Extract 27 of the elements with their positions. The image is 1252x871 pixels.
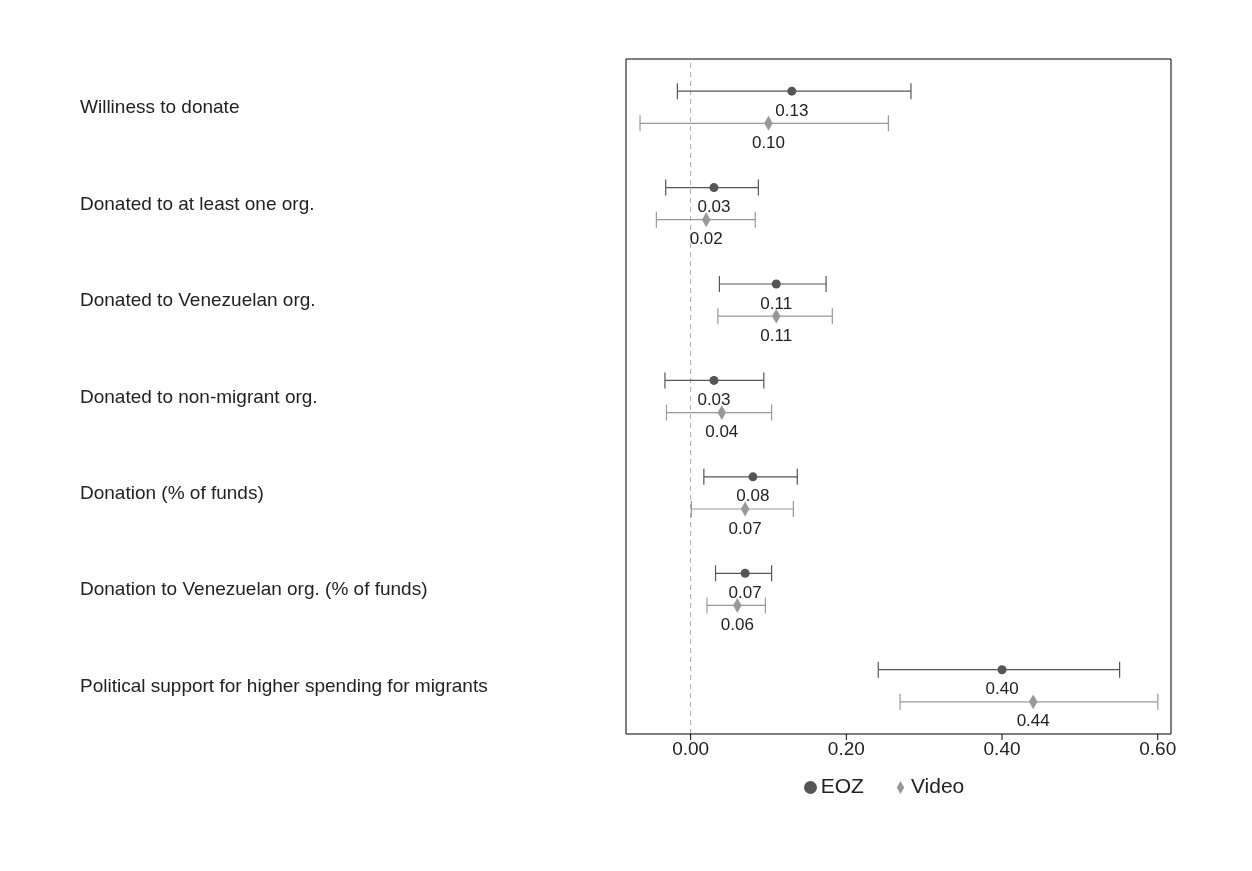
y-tick-label: Political support for higher spending for migrants xyxy=(80,674,488,696)
data-label: 0.44 xyxy=(1016,711,1050,731)
y-tick-label: Donation to Venezuelan org. (% of funds) xyxy=(80,578,428,600)
data-label: 0.04 xyxy=(705,422,739,442)
x-tick-label: 0.60 xyxy=(1139,738,1177,760)
data-label: 0.02 xyxy=(689,229,723,249)
data-label: 0.07 xyxy=(728,518,762,538)
y-tick-label: Williness to donate xyxy=(80,96,240,118)
x-tick-label: 0.00 xyxy=(672,738,710,760)
data-label: 0.11 xyxy=(760,325,793,345)
data-label: 0.11 xyxy=(760,293,793,313)
data-label: 0.03 xyxy=(697,197,731,217)
data-label: 0.03 xyxy=(697,390,731,410)
data-label: 0.10 xyxy=(751,132,786,152)
y-tick-label: Donated to non-migrant org. xyxy=(80,385,318,407)
legend-label: EOZ xyxy=(820,774,864,797)
legend-label: Video xyxy=(910,774,965,797)
y-tick-label: Donation (% of funds) xyxy=(80,481,264,503)
data-label: 0.06 xyxy=(720,615,754,635)
data-label: 0.13 xyxy=(775,100,809,120)
data-label: 0.08 xyxy=(736,486,770,506)
y-tick-label: Donated to Venezuelan org. xyxy=(80,289,316,311)
data-label: 0.40 xyxy=(985,679,1019,699)
x-tick-label: 0.20 xyxy=(827,738,865,760)
y-tick-label: Donated to at least one org. xyxy=(80,192,315,214)
data-label: 0.07 xyxy=(728,582,762,602)
x-tick-label: 0.40 xyxy=(983,738,1021,760)
